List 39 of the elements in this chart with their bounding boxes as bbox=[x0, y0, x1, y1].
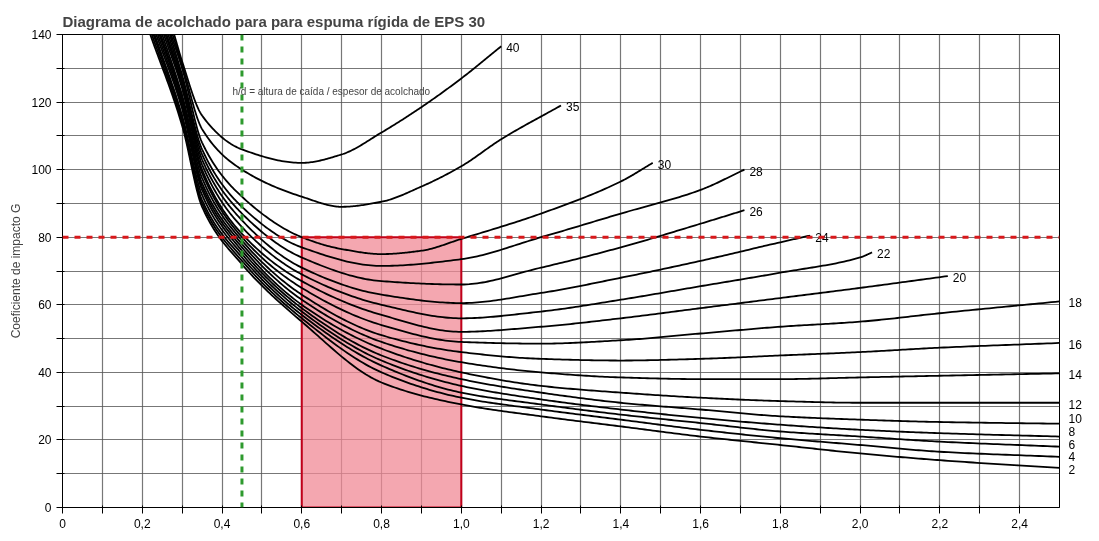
y-tick-label: 20 bbox=[38, 433, 52, 448]
series-label: 40 bbox=[506, 41, 520, 56]
y-tick-label: 100 bbox=[31, 163, 52, 178]
series-label: 18 bbox=[1068, 296, 1083, 311]
series-label: 35 bbox=[566, 100, 580, 115]
y-tick-label: 120 bbox=[31, 95, 52, 110]
x-tick-label: 0,6 bbox=[293, 516, 311, 531]
series-label: 20 bbox=[952, 271, 967, 286]
x-tick-label: 0,8 bbox=[373, 516, 391, 531]
y-tick-label: 40 bbox=[38, 365, 52, 380]
chart-title: Diagrama de acolchado para para espuma rígida de EPS 30 bbox=[62, 12, 486, 30]
series-label: 4 bbox=[1068, 450, 1076, 465]
x-tick-label: 2,4 bbox=[1011, 516, 1029, 531]
series-label: 2 bbox=[1068, 462, 1076, 477]
series-label: 12 bbox=[1068, 397, 1083, 412]
y-tick-label: 0 bbox=[44, 501, 52, 515]
series-label: 26 bbox=[749, 205, 764, 220]
series-label: 22 bbox=[877, 247, 891, 262]
x-tick-label: 1,4 bbox=[612, 516, 630, 531]
x-tick-label: 2,2 bbox=[931, 516, 949, 531]
x-tick-label: 2,0 bbox=[851, 516, 869, 531]
series-label: 16 bbox=[1068, 337, 1083, 352]
y-tick-label: 140 bbox=[31, 28, 52, 42]
series-label: 8 bbox=[1068, 424, 1076, 439]
y-tick-label: 60 bbox=[38, 298, 52, 313]
x-tick-label: 1,8 bbox=[772, 516, 790, 531]
series-label: 10 bbox=[1068, 412, 1083, 427]
series-label: 28 bbox=[749, 164, 764, 179]
x-tick-label: 1,0 bbox=[452, 516, 470, 531]
x-tick-label: 0 bbox=[59, 516, 67, 531]
x-tick-label: 1,2 bbox=[532, 516, 550, 531]
series-label: 30 bbox=[657, 157, 672, 172]
x-tick-label: 1,6 bbox=[692, 516, 710, 531]
x-tick-label: 0,2 bbox=[133, 516, 151, 531]
y-axis-title: Coeficiente de impacto G bbox=[9, 203, 24, 339]
series-label: 6 bbox=[1068, 437, 1076, 452]
x-tick-label: 0,4 bbox=[213, 516, 231, 531]
series-label: 14 bbox=[1068, 368, 1083, 383]
y-tick-label: 80 bbox=[38, 230, 52, 245]
